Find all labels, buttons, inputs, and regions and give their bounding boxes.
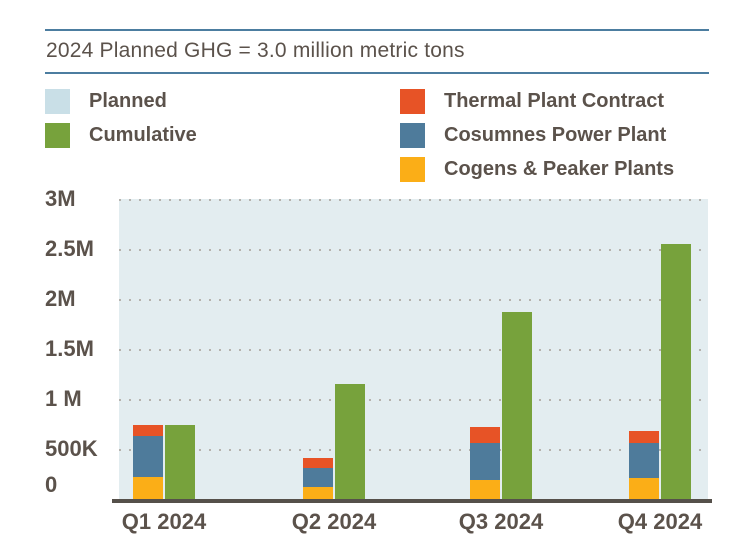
bar-segment-thermal (133, 425, 163, 436)
chart-legend: Planned Cumulative Thermal Plant Contract… (45, 89, 725, 191)
cumulative-bar-q3-2024 (502, 312, 532, 499)
gridline (119, 299, 708, 301)
cumulative-bar-q4-2024 (661, 244, 691, 499)
legend-column-right: Thermal Plant Contract Cosumnes Power Pla… (400, 89, 725, 191)
bar-segment-cogens (303, 487, 333, 499)
legend-column-left: Planned Cumulative (45, 89, 400, 191)
gridline (119, 349, 708, 351)
legend-swatch-cumulative (45, 123, 70, 148)
x-tick-label: Q3 2024 (458, 509, 544, 534)
gridline (119, 199, 708, 201)
y-tick-label: 3M (45, 186, 76, 211)
legend-label-cogens: Cogens & Peaker Plants (444, 158, 675, 180)
legend-item-cogens: Cogens & Peaker Plants (400, 157, 725, 182)
bar-segment-cosumnes (470, 443, 500, 480)
page-title: 2024 Planned GHG = 3.0 million metric to… (46, 39, 465, 62)
y-tick-label: 1.5M (45, 336, 94, 361)
bar-segment-cogens (629, 478, 659, 499)
plot-area (119, 199, 708, 499)
legend-swatch-cosumnes (400, 123, 425, 148)
legend-item-cumulative: Cumulative (45, 123, 400, 148)
gridline (119, 249, 708, 251)
bar-segment-cosumnes (133, 436, 163, 477)
legend-label-planned: Planned (89, 90, 167, 112)
legend-item-cosumnes: Cosumnes Power Plant (400, 123, 725, 148)
cumulative-bar-q2-2024 (335, 384, 365, 499)
top-divider (45, 29, 709, 31)
x-tick-label: Q1 2024 (121, 509, 207, 534)
legend-label-cosumnes: Cosumnes Power Plant (444, 124, 667, 146)
y-tick-label: 0 (45, 472, 58, 497)
legend-swatch-planned (45, 89, 70, 114)
bar-segment-cosumnes (303, 468, 333, 487)
stacked-bar-q1-2024 (133, 425, 163, 499)
bar-segment-cogens (133, 477, 163, 499)
bar-segment-thermal (303, 458, 333, 468)
legend-label-thermal: Thermal Plant Contract (444, 90, 665, 112)
x-tick-label: Q4 2024 (617, 509, 703, 534)
stacked-bar-q4-2024 (629, 431, 659, 499)
legend-label-cumulative: Cumulative (89, 124, 197, 146)
chart: 3M 2.5M 2M 1.5M 1 M 500K 0 Q1 2024 Q2 2024 Q3 20… (45, 186, 725, 544)
bar-segment-cogens (470, 480, 500, 499)
gridline (119, 399, 708, 401)
bar-segment-thermal (470, 427, 500, 443)
stacked-bar-q2-2024 (303, 458, 333, 499)
bar-segment-cosumnes (629, 443, 659, 478)
legend-item-planned: Planned (45, 89, 400, 114)
x-tick-label: Q2 2024 (291, 509, 377, 534)
bar-segment-thermal (629, 431, 659, 443)
y-tick-label: 500K (45, 436, 98, 461)
x-axis-line (112, 499, 712, 503)
legend-item-thermal: Thermal Plant Contract (400, 89, 725, 114)
title-divider (45, 72, 709, 74)
y-tick-label: 2M (45, 286, 76, 311)
legend-swatch-cogens (400, 157, 425, 182)
gridline (119, 449, 708, 451)
legend-swatch-thermal (400, 89, 425, 114)
cumulative-bar-q1-2024 (165, 425, 195, 499)
y-tick-label: 2.5M (45, 236, 94, 261)
stacked-bar-q3-2024 (470, 427, 500, 499)
y-tick-label: 1 M (45, 386, 82, 411)
